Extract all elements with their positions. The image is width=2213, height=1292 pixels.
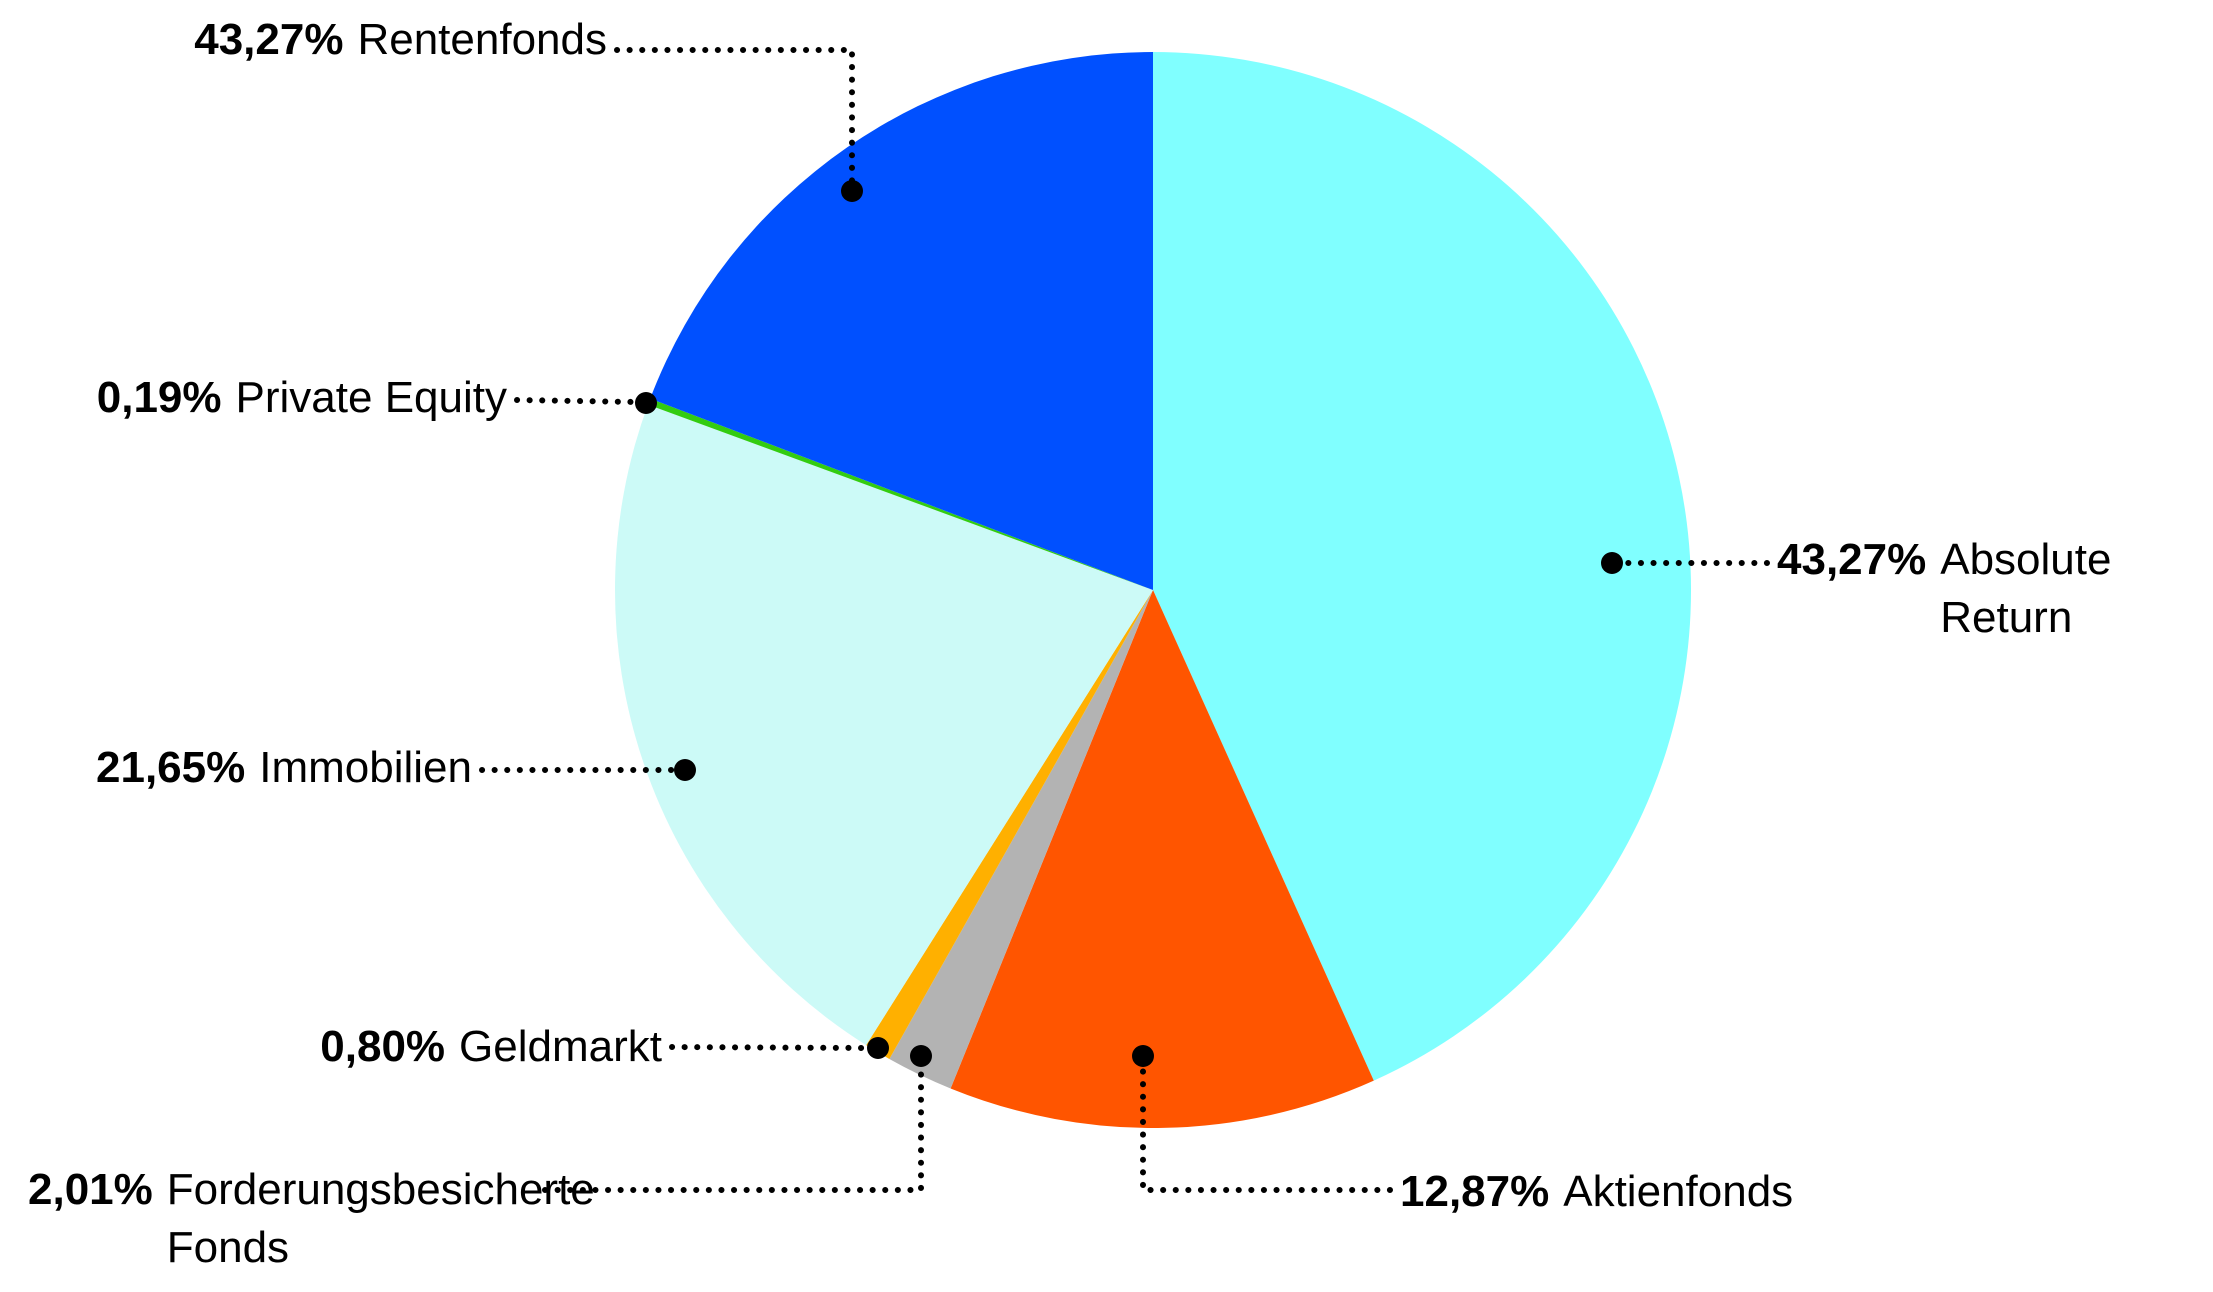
label-immobilien-percent: 21,65% [96,743,246,792]
pie-slice-rentenfonds [650,52,1153,590]
leader-line-geldmarkt [669,1044,869,1051]
leader-dot-geldmarkt [867,1037,889,1059]
pie-slice-private-equity [647,398,1153,590]
leader-line-rentenfonds [614,47,855,184]
label-rentenfonds-name: Rentenfonds [357,15,607,64]
pie-slice-geldmarkt [866,590,1153,1059]
label-forderungsbesicherte-fonds: 2,01% Forderungsbesicherte Fonds [28,1161,667,1277]
label-absolute-return-name: Absolute Return [1940,535,2112,642]
label-geldmarkt: 0,80% Geldmarkt [320,1018,662,1076]
leader-dot-absolute-return [1601,552,1623,574]
label-rentenfonds-percent: 43,27% [194,15,344,64]
label-absolute-return: 43,27% Absolute Return [1777,531,2175,647]
label-rentenfonds: 43,27% Rentenfonds [194,11,607,69]
label-immobilien-name: Immobilien [259,743,472,792]
label-geldmarkt-name: Geldmarkt [459,1022,662,1071]
leader-line-forderungsbesicherte-fonds [542,1065,924,1193]
label-aktienfonds: 12,87% Aktienfonds [1400,1163,1793,1221]
leader-line-aktienfonds [1140,1065,1393,1193]
leader-dot-rentenfonds [841,180,863,202]
label-forderungsbesicherte-fonds-name: Forderungsbesicherte Fonds [166,1165,595,1272]
label-private-equity: 0,19% Private Equity [97,369,507,427]
label-forderungsbesicherte-fonds-percent: 2,01% [28,1165,153,1214]
leader-dot-private-equity [635,392,657,414]
label-immobilien: 21,65% Immobilien [96,739,472,797]
label-aktienfonds-percent: 12,87% [1400,1167,1550,1216]
leader-dot-immobilien [674,759,696,781]
leader-dot-aktienfonds [1132,1045,1154,1067]
label-aktienfonds-name: Aktienfonds [1563,1167,1794,1216]
label-private-equity-percent: 0,19% [96,373,222,422]
pie-slice-absolute-return [1153,52,1692,1081]
pie-slice-immobilien [614,404,1153,1046]
leader-line-private-equity [514,397,639,405]
label-geldmarkt-percent: 0,80% [320,1022,446,1071]
pie-slice-aktienfonds [950,590,1374,1129]
leader-dot-forderungsbesicherte-fonds [910,1045,932,1067]
label-absolute-return-percent: 43,27% [1777,535,1927,584]
label-private-equity-name: Private Equity [235,373,507,422]
pie-slice-forderungsbesicherte-fonds [889,590,1153,1089]
